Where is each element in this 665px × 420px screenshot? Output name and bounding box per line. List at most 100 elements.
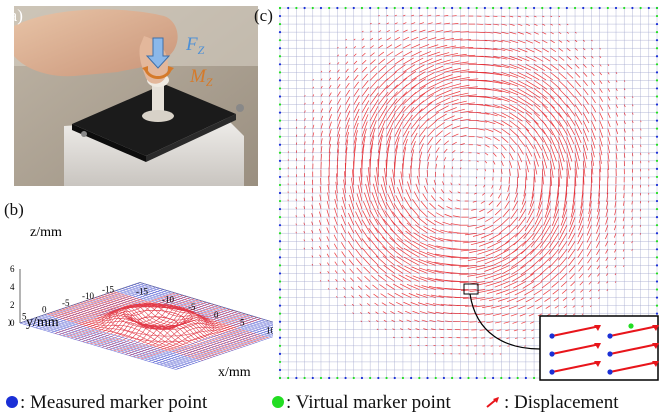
displacement-arrow [361,247,371,258]
displacement-arrow [319,186,322,194]
displacement-arrow [558,225,568,241]
displacement-arrow [392,283,404,290]
displacement-arrow [328,62,331,65]
displacement-arrow [558,120,568,136]
displacement-arrow [353,137,357,153]
displacement-arrow [530,321,535,324]
displacement-arrow [488,232,502,241]
displacement-arrow [533,152,539,167]
displacement-arrow [311,204,314,210]
displacement-arrow [540,273,551,282]
displacement-arrow [550,39,555,44]
displacement-arrow [591,72,595,77]
displacement-arrow [369,45,374,49]
displacement-arrow [525,112,539,125]
displacement-arrow [536,200,543,217]
marker-point [655,87,659,90]
displacement-arrow [369,99,379,113]
displacement-arrow [558,160,562,179]
displacement-arrow [421,234,436,242]
displacement-arrow [381,302,387,306]
displacement-arrow [558,55,565,61]
displacement-arrow [607,120,611,128]
displacement-arrow [566,39,570,43]
displacement-arrow [459,281,477,284]
displacement-arrow [397,187,404,202]
displacement-arrow [502,208,510,218]
marker-point [352,6,355,10]
displacement-arrow [361,38,365,41]
mesh-line [49,312,207,360]
displacement-arrow [435,81,453,89]
displacement-arrow [411,249,428,258]
displacement-arrow [319,254,322,258]
mesh-line [34,317,192,365]
displacement-arrow [423,226,436,234]
displacement-arrow [517,128,528,140]
displacement-arrow [443,30,452,33]
displacement-arrow [343,295,346,298]
panel-label-a: (a) [4,6,23,25]
displacement-arrow [551,281,559,288]
displacement-arrow [501,136,509,144]
displacement-arrow [505,192,510,201]
displacement-arrow [488,329,494,331]
displacement-arrow [566,64,573,70]
displacement-arrow [328,85,332,89]
displacement-arrow [566,104,576,117]
displacement-arrow [607,96,611,101]
mesh-line [37,316,195,364]
displacement-arrow [533,55,544,62]
displacement-arrow [509,55,523,61]
y-tick-label: -15 [102,284,114,294]
marker-point [278,272,282,275]
displacement-arrow [574,96,583,106]
displacement-arrow [397,265,412,274]
displacement-arrow [492,104,508,111]
displacement-arrow [429,202,436,210]
displacement-arrow [372,183,379,202]
displacement-arrow [567,249,576,260]
displacement-arrow [513,281,527,289]
displacement-arrow [392,328,395,331]
displacement-arrow [340,214,346,226]
displacement-arrow [484,47,498,51]
displacement-arrow [578,217,584,231]
displacement-arrow [541,168,544,185]
displacement-arrow [349,268,355,274]
marker-point [278,199,282,203]
displacement-arrow [623,96,626,99]
displacement-arrow [566,88,575,98]
displacement-arrow [509,72,526,79]
displacement-arrow [402,29,408,33]
marker-point [385,6,388,10]
displacement-arrow [588,273,592,278]
displacement-arrow [402,50,413,57]
displacement-arrow [386,64,396,73]
displacement-arrow [386,22,390,25]
displacement-arrow [427,103,441,113]
marker-point [278,127,282,130]
marker-point [303,6,306,10]
displacement-arrow [591,88,596,95]
displacement-arrow [337,134,341,145]
displacement-arrow [460,102,475,105]
displacement-arrow [439,196,445,202]
marker-point [655,167,659,170]
displacement-arrow [484,273,502,280]
displacement-arrow [443,75,462,81]
displacement-arrow [375,246,387,258]
displacement-arrow [541,144,549,161]
displacement-arrow [345,46,348,49]
displacement-arrow [452,69,470,73]
displacement-arrow [389,228,404,242]
displacement-arrow [631,249,633,251]
displacement-arrow [542,72,554,81]
displacement-arrow [378,112,387,129]
displacement-arrow [525,152,531,165]
displacement-arrow [492,96,510,102]
displacement-arrow [418,267,436,274]
displacement-arrow [574,39,578,43]
displacement-arrow [351,169,355,185]
displacement-arrow [550,144,557,162]
